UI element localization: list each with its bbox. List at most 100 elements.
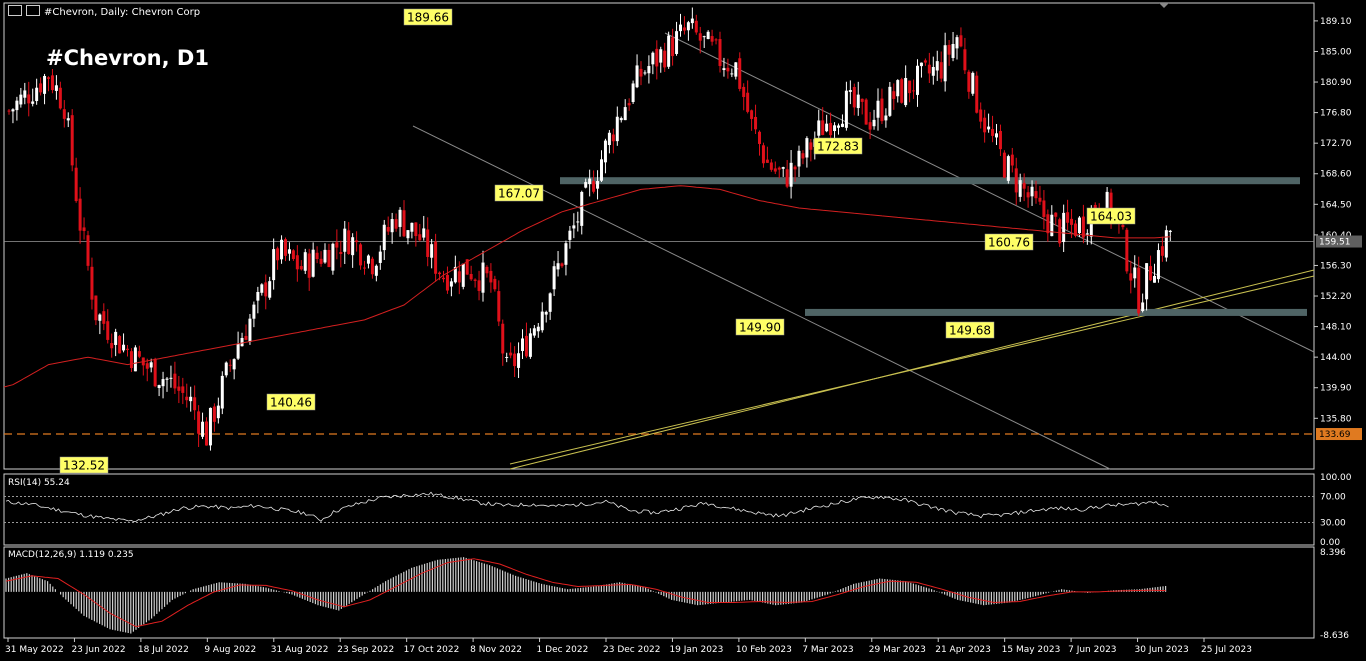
- candle-body: [580, 191, 584, 226]
- candle-body: [872, 119, 876, 127]
- time-tick-label: 17 Oct 2022: [404, 645, 460, 655]
- candle-body: [686, 22, 690, 31]
- time-tick-label: 7 Jun 2023: [1068, 645, 1116, 655]
- candle-body: [299, 266, 303, 270]
- candle-body: [351, 237, 355, 256]
- candle-body: [438, 272, 442, 275]
- candle-body: [1042, 200, 1046, 217]
- chart-type-icon[interactable]: [8, 5, 22, 16]
- candle-body: [19, 94, 23, 105]
- candle-body: [1062, 212, 1066, 242]
- candle-body: [797, 150, 801, 167]
- candle-body: [1030, 186, 1034, 197]
- price-tick-label: 176.80: [1320, 109, 1352, 119]
- indicator-icon[interactable]: [26, 5, 40, 16]
- candle-body: [876, 100, 880, 118]
- current-price-box: [1316, 235, 1362, 248]
- candle-body: [698, 33, 702, 41]
- candle-body: [335, 242, 339, 248]
- time-tick-label: 31 Aug 2022: [271, 645, 329, 655]
- candle-body: [627, 103, 631, 106]
- candle-body: [402, 210, 406, 237]
- candle-body: [485, 266, 489, 274]
- candle-body: [919, 62, 923, 67]
- candle-body: [27, 94, 31, 104]
- candle-body: [165, 378, 169, 380]
- symbol-info: #Chevron, Daily: Chevron Corp: [44, 7, 201, 18]
- candle-body: [272, 249, 276, 281]
- candle-body: [793, 166, 797, 170]
- candle-body: [517, 353, 521, 368]
- candle-body: [137, 351, 141, 357]
- candle-body: [868, 122, 872, 130]
- candle-body: [667, 35, 671, 67]
- candle-body: [513, 353, 517, 367]
- candle-body: [248, 318, 252, 342]
- candle-body: [750, 110, 754, 119]
- candle-body: [777, 167, 781, 170]
- candle-body: [1018, 180, 1022, 197]
- time-tick-label: 23 Dec 2022: [603, 645, 661, 655]
- candle-body: [11, 109, 15, 112]
- price-annotation-label: 172.83: [817, 140, 859, 154]
- price-annotation-box: [494, 184, 544, 202]
- candle-body: [122, 344, 126, 351]
- candle-body: [540, 311, 544, 331]
- candle-body: [169, 377, 173, 379]
- candle-body: [58, 87, 62, 109]
- time-tick-label: 7 Mar 2023: [802, 645, 853, 655]
- candle-body: [66, 118, 70, 121]
- candle-body: [710, 36, 714, 42]
- candle-body: [904, 78, 908, 106]
- candle-body: [1026, 192, 1030, 198]
- candle-body: [588, 178, 592, 185]
- price-tick-label: 152.20: [1320, 292, 1352, 302]
- rsi-tick-label: 100.00: [1320, 473, 1352, 483]
- candle-body: [848, 90, 852, 92]
- candle-body: [912, 90, 916, 92]
- time-tick-label: 10 Feb 2023: [736, 645, 792, 655]
- candle-body: [1022, 182, 1026, 189]
- price-annotation-box: [266, 393, 316, 411]
- candle-body: [983, 117, 987, 133]
- candle-body: [552, 266, 556, 290]
- candle-body: [754, 116, 758, 130]
- candle-body: [690, 18, 694, 24]
- time-tick-label: 1 Dec 2022: [537, 645, 589, 655]
- candle-body: [837, 125, 840, 128]
- candle-body: [1038, 197, 1042, 202]
- candle-body: [94, 295, 98, 321]
- candle-body: [82, 227, 86, 231]
- candle-body: [106, 321, 110, 340]
- candle-body: [765, 159, 769, 163]
- price-tick-label: 139.90: [1320, 384, 1352, 394]
- price-tick-label: 172.70: [1320, 139, 1352, 149]
- candle-body: [422, 228, 426, 238]
- candle-body: [363, 267, 366, 269]
- candle-body: [959, 35, 963, 47]
- candle-body: [445, 274, 449, 291]
- candle-body: [955, 37, 959, 49]
- candle-body: [979, 109, 983, 122]
- candle-body: [943, 45, 947, 82]
- candle-body: [631, 83, 635, 103]
- candle-body: [434, 241, 438, 274]
- candle-body: [694, 20, 698, 33]
- candle-body: [785, 169, 789, 187]
- price-annotation-box: [945, 321, 995, 339]
- candle-body: [287, 249, 291, 254]
- candle-body: [1133, 267, 1137, 279]
- candle-body: [1081, 216, 1085, 238]
- time-tick-label: 25 Jul 2023: [1201, 645, 1252, 655]
- price-annotation-label: 164.03: [1090, 210, 1132, 224]
- rsi-panel-border: [3, 473, 1315, 546]
- candle-body: [268, 281, 272, 298]
- candle-body: [951, 43, 955, 58]
- candle-body: [1074, 223, 1077, 236]
- macd-label: MACD(12,26,9) 1.119 0.235: [8, 550, 134, 560]
- candle-body: [343, 228, 347, 252]
- candle-body: [714, 39, 718, 41]
- candle-body: [611, 134, 615, 142]
- candle-body: [544, 311, 548, 315]
